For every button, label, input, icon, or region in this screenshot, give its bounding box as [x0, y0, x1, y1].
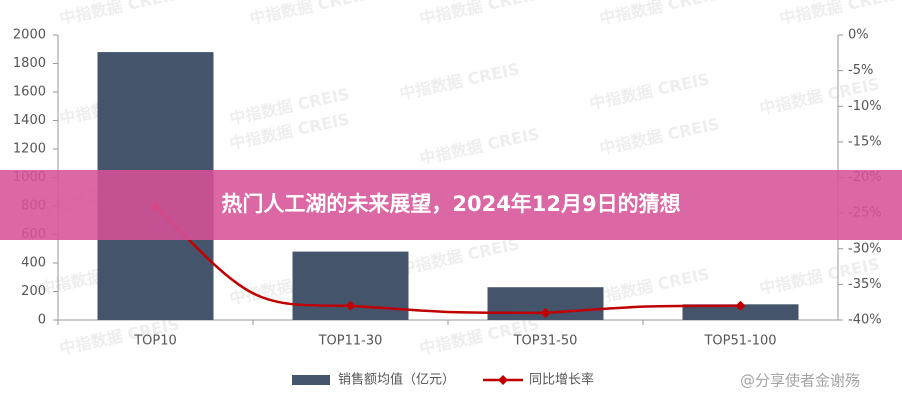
y-tick-label: 2000	[13, 28, 46, 43]
legend-swatch	[498, 375, 509, 385]
legend-label: 同比增长率	[529, 372, 594, 388]
chart-title: 热门人工湖的未来展望，2024年12月9日的猜想	[221, 192, 680, 216]
line-marker	[345, 300, 356, 311]
watermark: 中指数据 CREIS	[588, 69, 711, 113]
legend-label: 销售额均值（亿元）	[338, 372, 455, 388]
x-tick-label: TOP11-30	[318, 334, 383, 349]
y2-tick-label: -35%	[848, 277, 882, 292]
line	[154, 205, 741, 315]
line-marker	[735, 300, 746, 311]
x-tick-label: TOP10	[133, 334, 177, 349]
y2-tick-label: -10%	[848, 99, 882, 114]
watermark: 中指数据 CREIS	[598, 114, 721, 158]
y-tick-label: 1200	[13, 142, 46, 157]
y2-tick-label: -15%	[848, 134, 882, 149]
watermark: 中指数据 CREIS	[418, 0, 541, 28]
watermark: 中指数据 CREIS	[598, 0, 721, 28]
bar	[682, 304, 799, 320]
y2-tick-label: 0%	[848, 28, 869, 43]
legend-swatch	[292, 375, 330, 385]
y2-tick-label: -30%	[848, 241, 882, 256]
watermark: 中指数据 CREIS	[588, 264, 711, 308]
watermark: 中指数据 CREIS	[778, 0, 901, 28]
x-tick-label: TOP51-100	[703, 334, 776, 349]
credit-watermark: @分享使者金谢殇	[740, 372, 860, 390]
y2-tick-label: -5%	[848, 63, 873, 78]
x-tick-label: TOP31-50	[513, 334, 578, 349]
watermark: 中指数据 CREIS	[58, 0, 181, 28]
y-tick-label: 1600	[13, 85, 46, 100]
y-tick-label: 200	[21, 284, 46, 299]
y2-tick-label: -40%	[848, 313, 882, 328]
y-tick-label: 1800	[13, 56, 46, 71]
watermark: 中指数据 CREIS	[418, 124, 541, 168]
watermark: 中指数据 CREIS	[398, 59, 521, 103]
title-banner	[0, 170, 902, 240]
y-tick-label: 400	[21, 256, 46, 271]
watermark: 中指数据 CREIS	[398, 234, 521, 278]
y-tick-label: 1400	[13, 113, 46, 128]
y-tick-label: 0	[38, 313, 46, 328]
watermark: 中指数据 CREIS	[248, 0, 371, 28]
line-marker	[540, 307, 551, 318]
